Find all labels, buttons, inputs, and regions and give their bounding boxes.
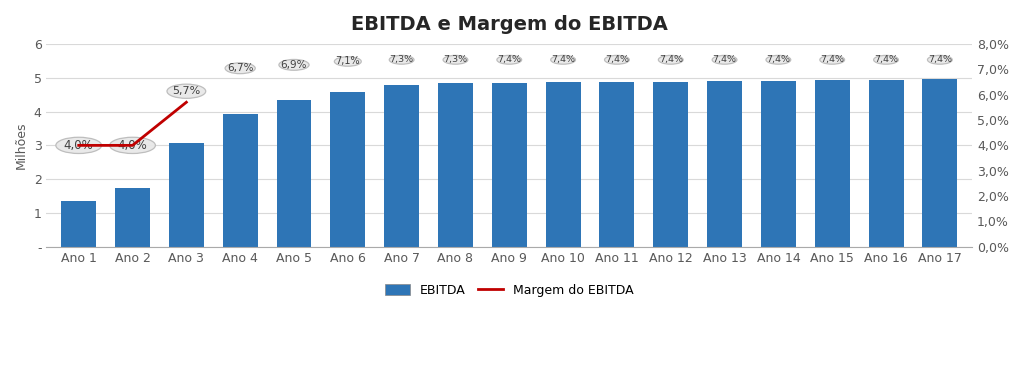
Text: 7,3%: 7,3% <box>443 55 468 64</box>
Title: EBITDA e Margem do EBITDA: EBITDA e Margem do EBITDA <box>351 15 668 34</box>
Bar <box>384 85 419 247</box>
Text: 7,4%: 7,4% <box>928 55 952 64</box>
Bar <box>438 83 473 247</box>
Text: 7,4%: 7,4% <box>551 55 575 64</box>
Ellipse shape <box>56 137 101 154</box>
Bar <box>707 81 742 247</box>
Text: 7,4%: 7,4% <box>658 55 683 64</box>
Text: 5,7%: 5,7% <box>172 86 201 96</box>
Ellipse shape <box>443 55 468 64</box>
Ellipse shape <box>225 63 255 74</box>
Text: 6,9%: 6,9% <box>281 60 307 70</box>
Bar <box>653 82 688 247</box>
Text: 7,4%: 7,4% <box>766 55 791 64</box>
Text: 7,4%: 7,4% <box>605 55 629 64</box>
Ellipse shape <box>766 55 791 64</box>
Bar <box>923 79 957 247</box>
Bar <box>868 80 903 247</box>
Ellipse shape <box>110 137 156 154</box>
Bar <box>331 92 366 247</box>
Bar <box>546 82 581 247</box>
Ellipse shape <box>604 55 630 64</box>
Text: 6,7%: 6,7% <box>227 63 253 73</box>
Bar <box>61 201 96 247</box>
Ellipse shape <box>928 55 952 64</box>
Text: 7,4%: 7,4% <box>713 55 736 64</box>
Text: 7,1%: 7,1% <box>336 56 360 66</box>
Legend: EBITDA, Margem do EBITDA: EBITDA, Margem do EBITDA <box>380 279 639 302</box>
Ellipse shape <box>551 55 575 64</box>
Y-axis label: Milhões: Milhões <box>15 122 28 169</box>
Text: 7,4%: 7,4% <box>820 55 844 64</box>
Text: 7,3%: 7,3% <box>389 55 414 64</box>
Ellipse shape <box>873 55 898 64</box>
Text: 4,0%: 4,0% <box>118 139 147 152</box>
Bar <box>492 83 526 247</box>
Text: 4,0%: 4,0% <box>63 139 93 152</box>
Ellipse shape <box>497 55 521 64</box>
Ellipse shape <box>167 84 206 98</box>
Bar <box>222 114 258 247</box>
Bar <box>115 188 151 247</box>
Bar <box>761 81 796 247</box>
Text: 7,4%: 7,4% <box>498 55 521 64</box>
Ellipse shape <box>712 55 737 64</box>
Ellipse shape <box>820 55 845 64</box>
Ellipse shape <box>658 55 683 64</box>
Bar <box>815 81 850 247</box>
Bar <box>169 143 204 247</box>
Bar <box>599 82 635 247</box>
Ellipse shape <box>279 59 309 70</box>
Bar <box>276 100 311 247</box>
Ellipse shape <box>389 55 414 64</box>
Ellipse shape <box>335 57 361 66</box>
Text: 7,4%: 7,4% <box>874 55 898 64</box>
